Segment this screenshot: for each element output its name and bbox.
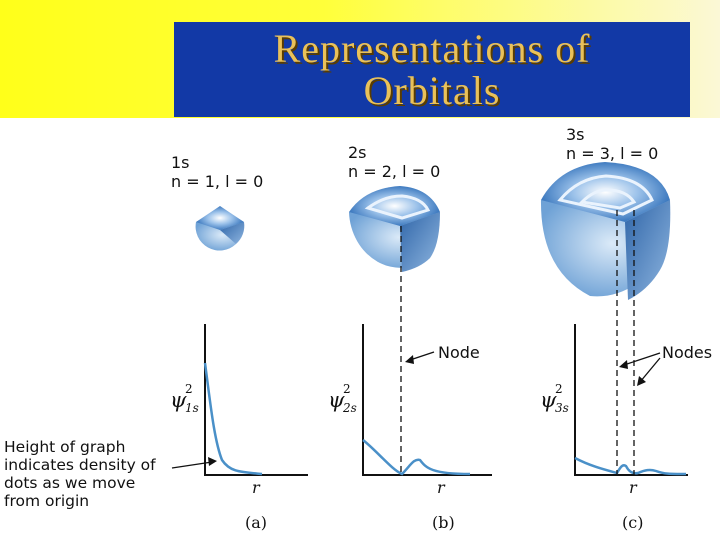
label-1s-name: 1s: [171, 153, 190, 172]
curve-3s: [574, 456, 687, 476]
density-note: Height of graph indicates density of dot…: [4, 438, 156, 510]
psi-label-2s: ψ 2 2s: [328, 382, 357, 415]
psi-label-3s: ψ 2 3s: [540, 382, 569, 415]
nodes-callout: Nodes: [662, 343, 713, 362]
nodes-arrow-1: [623, 352, 661, 366]
label-2s: 2s n = 2, l = 0: [348, 143, 440, 181]
node-callout: Node: [438, 343, 480, 362]
slide-title: Representations of Orbitals: [273, 25, 591, 113]
curve-1s: [203, 362, 263, 476]
sphere-2s: [349, 186, 440, 272]
sphere-1s: [195, 206, 245, 251]
label-2s-quantum: n = 2, l = 0: [348, 162, 441, 181]
label-1s: 1s n = 1, l = 0: [171, 153, 263, 191]
axes-c: [574, 324, 688, 476]
curve-2s: [362, 439, 471, 476]
label-3s-quantum: n = 3, l = 0: [566, 144, 659, 163]
axes-a: [204, 324, 308, 476]
title-line-1: Representations of: [273, 25, 591, 71]
title-line-2: Orbitals: [363, 67, 501, 113]
axes-b: [362, 324, 492, 476]
sphere-3s: [540, 162, 671, 300]
label-1s-quantum: n = 1, l = 0: [171, 172, 264, 191]
caption-a: (a): [245, 513, 268, 532]
label-2s-name: 2s: [348, 143, 367, 162]
psi-label-1s: ψ 2 1s: [170, 382, 199, 415]
axis-label-a: r: [252, 478, 260, 497]
title-box: Representations of Orbitals: [174, 22, 690, 117]
axis-label-c: r: [629, 478, 637, 497]
note-arrow: [171, 461, 213, 469]
caption-b: (b): [432, 513, 455, 532]
axis-label-b: r: [437, 478, 445, 497]
node-arrow: [409, 351, 435, 361]
label-3s: 3s n = 3, l = 0: [566, 125, 658, 163]
caption-c: (c): [622, 513, 644, 532]
nodes-arrow-2: [639, 357, 661, 383]
label-3s-name: 3s: [566, 125, 585, 144]
